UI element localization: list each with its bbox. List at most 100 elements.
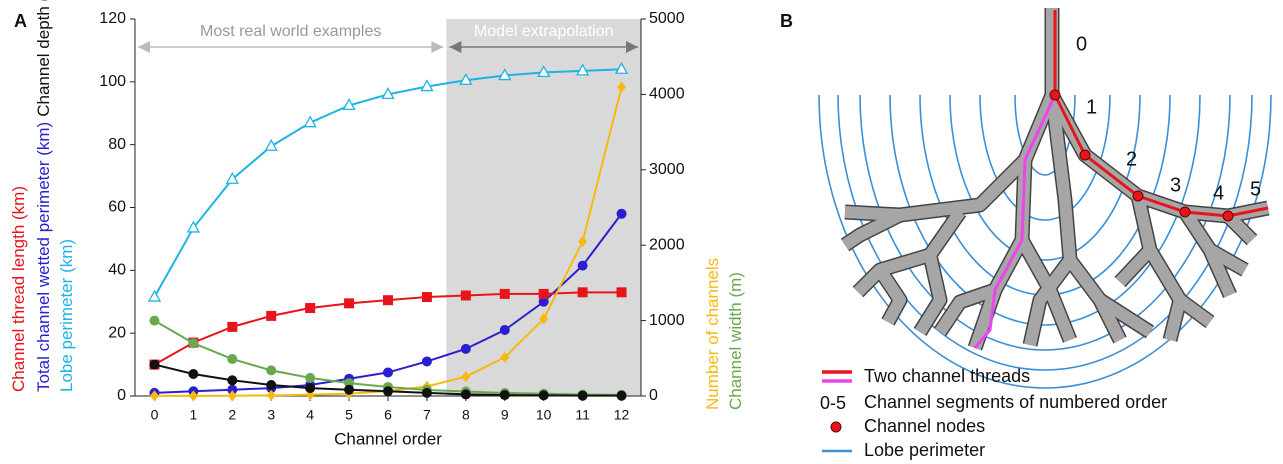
- axis-label: Channel width (m): [726, 272, 745, 410]
- marker: [149, 359, 160, 370]
- x-tick-label: 4: [306, 407, 314, 423]
- axis-label: Total channel wetted perimeter (km) Chann…: [34, 0, 53, 392]
- marker: [421, 292, 432, 303]
- segment-label: 5: [1250, 178, 1261, 200]
- axis-label-part: Number of channels: [703, 258, 722, 410]
- arrow-head: [431, 41, 444, 53]
- marker: [227, 321, 238, 332]
- marker: [460, 343, 471, 354]
- y-tick-label: 100: [99, 73, 126, 90]
- channel-node: [1132, 190, 1144, 202]
- marker: [538, 288, 549, 299]
- marker: [266, 310, 277, 321]
- marker: [538, 296, 549, 307]
- axis-label: Channel thread length (km): [9, 186, 28, 392]
- y2-tick-label: 5000: [649, 10, 685, 27]
- marker: [342, 98, 356, 111]
- channel-branch: [1115, 245, 1155, 287]
- axis-label-part: Channel width (m): [726, 272, 745, 410]
- channel-node: [1179, 206, 1191, 218]
- channel-branch: [844, 155, 1030, 221]
- marker: [266, 389, 276, 401]
- x-tick-label: 10: [536, 407, 552, 423]
- channel-branch: [1207, 244, 1248, 276]
- marker: [499, 288, 510, 299]
- axis-label: Lobe perimeter (km): [57, 239, 76, 392]
- channel-node: [1049, 89, 1061, 101]
- marker: [459, 72, 473, 85]
- arrow-head: [449, 41, 462, 53]
- marker: [500, 351, 510, 363]
- y-tick-label: 60: [108, 199, 126, 216]
- diagram: 0 1 2 3 4 5 Two channel threads 0-5 Chan…: [818, 8, 1272, 460]
- legend-swatch: [830, 421, 842, 433]
- axis-label: Number of channels: [703, 258, 722, 410]
- marker: [225, 171, 239, 184]
- legend-text: Two channel threads: [864, 366, 1030, 386]
- marker: [381, 87, 395, 100]
- marker: [227, 375, 238, 386]
- y-tick-label: 20: [108, 324, 126, 341]
- marker: [460, 389, 471, 400]
- x-tick-label: 1: [189, 407, 197, 423]
- region-label: Model extrapolation: [474, 23, 614, 40]
- panel-label: A: [14, 11, 27, 31]
- marker: [577, 260, 588, 271]
- arrow-head: [138, 41, 150, 53]
- marker: [578, 236, 588, 248]
- channel-branch: [1176, 295, 1214, 327]
- marker: [149, 390, 159, 402]
- x-tick-label: 11: [575, 407, 590, 423]
- marker: [227, 390, 237, 402]
- x-tick-label: 6: [384, 407, 392, 423]
- channel-network: [840, 8, 1270, 351]
- y-tick-label: 0: [117, 387, 126, 404]
- x-tick-label: 8: [462, 407, 470, 423]
- y2-tick-label: 0: [649, 387, 658, 404]
- marker: [383, 295, 393, 306]
- y2-tick-label: 4000: [649, 86, 685, 103]
- arrow-head: [626, 41, 638, 53]
- axis-label-part: Channel depth (m): [34, 0, 53, 117]
- marker: [539, 313, 549, 325]
- marker: [264, 138, 278, 151]
- marker: [344, 384, 355, 395]
- channel-branch: [914, 253, 946, 336]
- y2-tick-label: 3000: [649, 161, 685, 178]
- marker: [461, 371, 471, 383]
- y2-tick-label: 1000: [649, 312, 685, 329]
- panel-label: B: [780, 11, 793, 31]
- legend-text: Channel segments of numbered order: [864, 392, 1167, 412]
- channel-branch: [875, 266, 906, 325]
- marker: [188, 390, 198, 402]
- marker: [616, 287, 627, 298]
- channel-branch: [1223, 211, 1257, 245]
- marker: [305, 372, 316, 383]
- segment-label: 3: [1170, 174, 1181, 196]
- marker: [576, 63, 590, 76]
- channel-branch: [1132, 194, 1186, 342]
- marker: [227, 384, 238, 395]
- channel-branch: [841, 209, 903, 250]
- marker: [383, 367, 393, 378]
- region-label: Most real world examples: [200, 23, 381, 40]
- marker: [538, 390, 549, 401]
- x-tick-label: 12: [614, 407, 630, 423]
- shaded-region: [446, 19, 641, 396]
- x-tick-label: 9: [501, 407, 509, 423]
- marker: [305, 303, 316, 314]
- marker: [614, 61, 629, 74]
- y-tick-label: 80: [108, 136, 126, 153]
- marker: [499, 325, 510, 336]
- marker: [344, 298, 355, 309]
- x-tick-label: 5: [345, 407, 353, 423]
- channel-branch: [935, 284, 997, 336]
- x-tick-label: 2: [228, 407, 236, 423]
- marker: [383, 386, 393, 397]
- marker: [303, 115, 317, 128]
- legend-text: Lobe perimeter: [864, 440, 985, 460]
- x-tick-label: 7: [423, 407, 431, 423]
- axis-label-part: Total channel wetted perimeter (km): [34, 122, 53, 392]
- x-axis-label: Channel order: [334, 429, 442, 448]
